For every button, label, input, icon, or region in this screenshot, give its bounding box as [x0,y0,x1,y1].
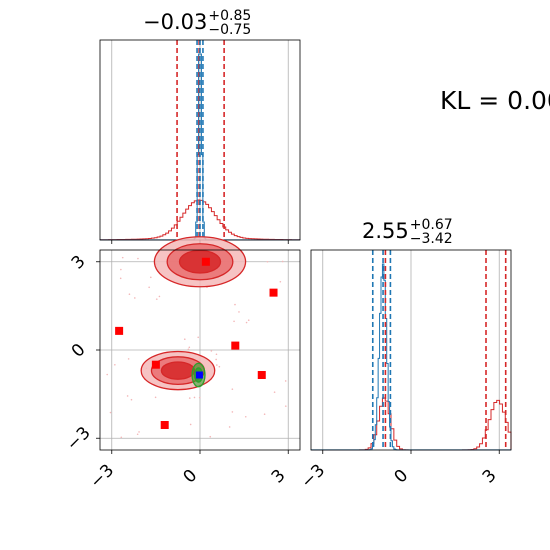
red-square-marker [269,288,278,297]
y-tick-label: −3 [63,423,95,455]
red-density-contour [178,249,222,274]
sample-point [238,311,240,313]
sample-point [114,363,116,366]
sample-point [188,397,191,399]
sample-point [130,398,133,401]
sample-point [121,256,124,259]
sample-point [136,433,139,436]
sample-point [215,358,217,361]
sample-point [133,297,136,299]
panel-title-x: −0.03 +0.85 −0.75 [143,9,251,37]
sample-point [106,373,109,376]
sample-point [128,293,131,295]
sample-point [188,346,191,349]
sample-point [216,364,218,366]
sample-point [263,413,266,415]
sample-point [120,268,122,271]
title-minus-error: −3.42 [409,231,453,247]
sample-point [197,336,199,339]
sample-point [284,405,287,407]
sample-point [198,396,201,399]
sample-point [154,396,157,399]
sample-point [234,303,236,306]
sample-point [126,395,129,397]
x-tick-label: −3 [86,461,118,493]
red-square-marker [257,371,266,379]
sample-point [119,277,122,280]
sample-point [193,396,196,399]
sample-point [279,280,282,283]
sample-point [209,435,212,438]
joint-panel: −3 0 3 −3 0 3 [63,236,301,493]
title-plus-error: +0.67 [409,217,453,233]
red-square-marker [115,326,124,335]
sample-point [137,257,139,260]
title-value: −0.03 [143,10,208,34]
sample-point [138,431,140,433]
x-tick-label: 0 [391,466,413,488]
sample-point [284,380,287,382]
sample-point [228,426,231,428]
red-square-marker [151,360,160,369]
title-minus-error: −0.75 [208,22,252,38]
y-tick-label: 3 [68,252,90,274]
sample-point [189,423,192,426]
sample-point [247,319,250,322]
sample-point [231,411,234,413]
sample-point [158,295,161,298]
y-tick-label: 0 [68,340,90,362]
x-tick-label: 3 [268,466,290,488]
title-value: 2.55 [362,219,409,243]
sample-point [210,350,213,352]
sample-point [218,365,221,368]
sample-point [127,358,130,360]
marginal-x-panel [99,39,301,244]
panel-title-y: 2.55 +0.67 −3.42 [362,218,453,246]
marginal-y-panel: −3 0 3 [297,249,512,493]
sample-point [148,286,150,289]
sample-point [244,415,247,418]
title-errors: +0.67 −3.42 [410,218,453,246]
sample-point [155,298,158,300]
sample-point [183,338,186,341]
kl-label: KL = 0.00 [440,86,550,115]
x-tick-label: 0 [180,466,202,488]
red-square-marker [160,421,169,429]
sample-point [231,388,234,390]
sample-point [281,260,284,263]
x-tick-label: −3 [297,461,329,493]
red-square-marker [201,257,210,266]
x-tick-label: 3 [479,466,501,488]
red-square-marker [231,341,240,350]
sample-point [273,391,276,393]
blue-square-marker [195,371,203,379]
title-errors: +0.85 −0.75 [208,9,251,37]
sample-point [233,320,235,323]
title-plus-error: +0.85 [208,8,252,24]
sample-point [120,436,123,439]
red-density-contour [160,361,196,380]
sample-point [215,353,218,356]
sample-point [150,276,152,279]
sample-point [187,348,190,351]
sample-point [266,260,269,263]
sample-point [109,411,112,414]
sample-point [245,321,248,324]
